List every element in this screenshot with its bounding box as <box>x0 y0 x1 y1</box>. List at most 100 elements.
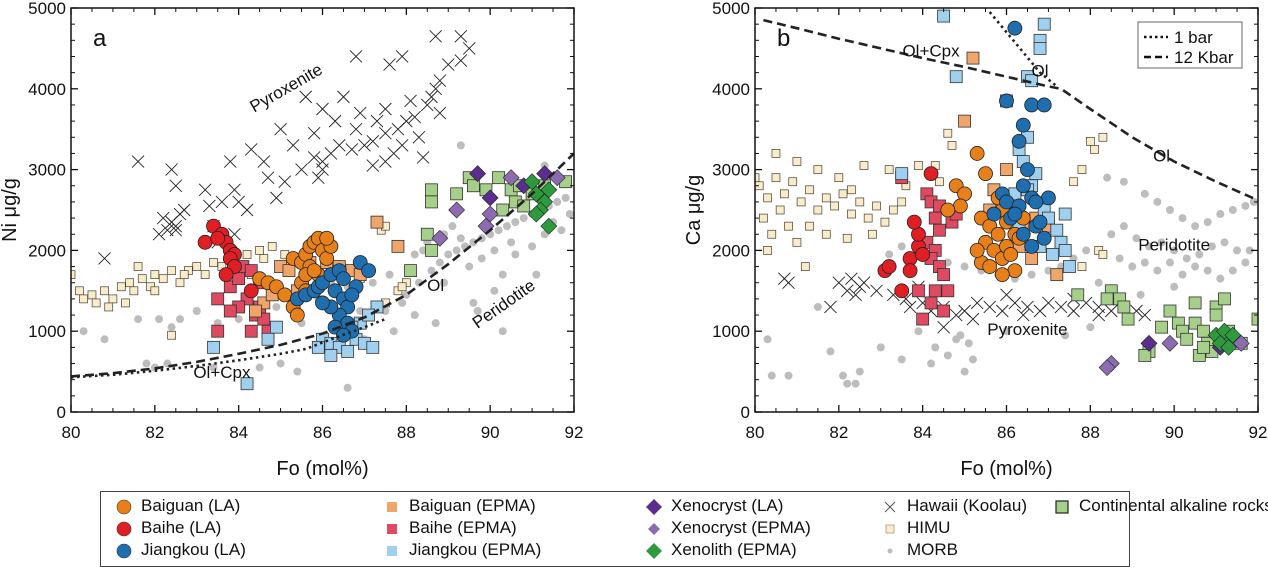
data-point <box>1016 308 1030 322</box>
data-point <box>855 367 864 376</box>
data-point <box>824 300 837 314</box>
data-point <box>943 128 953 138</box>
data-point <box>1191 262 1200 271</box>
legend-marker-square-icon <box>387 545 397 556</box>
data-point <box>1121 312 1135 326</box>
series-baiguan-la <box>940 146 1031 283</box>
data-point <box>969 242 985 258</box>
data-point <box>167 330 176 340</box>
data-point <box>433 106 447 120</box>
data-point <box>324 349 338 362</box>
chart-figure: 80 82 84 86 88 90 92 0 1000 2000 3000 4000 5000 Fo (m… <box>0 0 1267 480</box>
data-point <box>881 259 897 274</box>
data-point <box>316 163 329 176</box>
data-point <box>937 320 950 334</box>
data-point <box>444 250 453 259</box>
series-hawaii-koolau <box>98 29 476 265</box>
data-point <box>121 298 130 308</box>
data-point <box>840 284 854 298</box>
legend-item: Hawaii (Koolau) <box>881 496 1027 516</box>
data-point <box>842 233 852 243</box>
data-point <box>440 278 449 287</box>
data-point <box>1203 266 1212 275</box>
data-point <box>345 143 359 156</box>
data-point <box>391 239 405 253</box>
data-point <box>1069 177 1078 187</box>
data-point <box>851 379 860 388</box>
data-point <box>344 287 360 303</box>
data-point <box>481 189 499 207</box>
legend-marker-square-icon <box>387 501 397 512</box>
data-point <box>960 367 969 376</box>
data-point <box>454 54 468 67</box>
data-point <box>1107 230 1116 239</box>
data-point <box>779 189 789 199</box>
data-point <box>337 90 350 104</box>
data-point <box>274 122 287 136</box>
data-point <box>465 262 474 271</box>
data-point <box>1228 206 1237 214</box>
legend: Baiguan (LA) Baihe (LA) Jiangkou (LA) Baigu… <box>100 491 1268 567</box>
data-point <box>872 201 881 211</box>
data-point <box>209 363 218 372</box>
data-point <box>1153 266 1162 275</box>
data-point <box>1015 226 1031 242</box>
legend-marker-diamond-icon <box>646 542 662 559</box>
data-point <box>1077 165 1087 174</box>
curve-1-bar <box>71 317 386 379</box>
data-point <box>408 110 422 124</box>
data-point <box>1145 242 1154 251</box>
data-point <box>1104 304 1118 318</box>
data-point <box>775 205 785 215</box>
data-point <box>197 234 213 250</box>
data-point <box>763 246 772 255</box>
data-point <box>1098 132 1108 142</box>
y-tick-label: 1000 <box>712 322 750 341</box>
annotation-ol: Ol <box>1153 147 1170 166</box>
data-point <box>782 276 795 290</box>
data-point <box>116 282 126 292</box>
data-point <box>1170 246 1179 255</box>
data-point <box>370 215 384 229</box>
data-point <box>847 209 856 219</box>
data-point <box>366 340 380 354</box>
data-point <box>1032 214 1048 230</box>
data-point <box>767 371 776 380</box>
data-point <box>152 227 166 241</box>
legend-marker-circle-icon <box>116 521 132 536</box>
data-point <box>1132 234 1141 243</box>
x-tick-label: 80 <box>746 423 765 442</box>
legend-item: MORB <box>881 540 958 560</box>
data-point <box>1188 296 1202 310</box>
data-point <box>937 268 951 282</box>
data-point <box>1155 320 1168 334</box>
data-point <box>813 205 823 215</box>
data-point <box>244 264 258 278</box>
data-point <box>1165 258 1174 267</box>
data-point <box>293 367 302 376</box>
series-jiangkou-la <box>289 255 377 343</box>
legend-label: Continental alkaline rocks <box>1079 496 1268 515</box>
data-point <box>448 222 457 231</box>
data-point <box>914 161 923 170</box>
data-point <box>270 191 283 205</box>
x-tick-label: 80 <box>62 423 81 442</box>
legend-label: HIMU <box>907 518 951 537</box>
data-point <box>995 304 1009 318</box>
data-point <box>306 263 322 279</box>
data-point <box>466 179 480 193</box>
data-point <box>429 29 442 43</box>
data-point <box>527 205 545 223</box>
data-point <box>1216 274 1225 283</box>
x-tick-label: 82 <box>145 423 164 442</box>
data-point <box>412 130 426 144</box>
data-point <box>209 258 218 267</box>
data-point <box>870 284 883 298</box>
data-point <box>941 284 955 298</box>
data-point <box>198 183 212 197</box>
data-point <box>456 141 465 150</box>
data-point <box>1119 222 1128 231</box>
y-tick-label: 2000 <box>28 241 66 260</box>
data-point <box>211 292 225 306</box>
data-point <box>928 211 942 225</box>
